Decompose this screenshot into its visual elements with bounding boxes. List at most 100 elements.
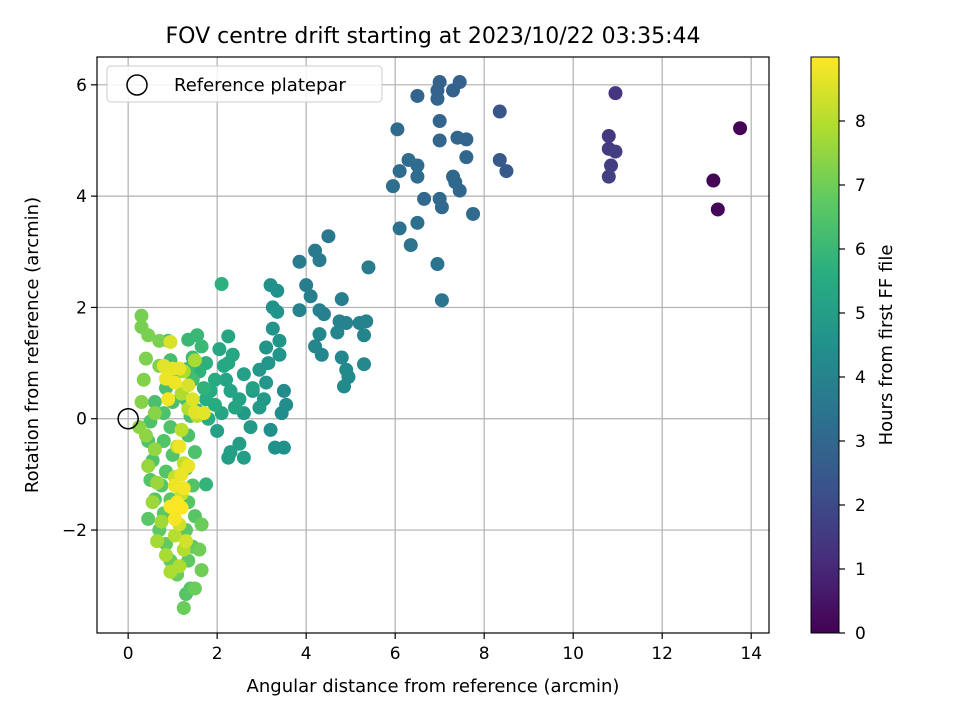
data-point [434, 200, 449, 215]
data-point [733, 121, 748, 136]
data-point [174, 500, 189, 515]
data-point [221, 329, 236, 344]
data-point [147, 406, 162, 421]
data-point [212, 342, 227, 357]
legend-entry: Reference platepar [174, 75, 346, 96]
data-point [403, 238, 418, 253]
data-point [492, 152, 507, 167]
data-point [138, 351, 153, 366]
data-point [141, 459, 156, 474]
data-point [158, 548, 173, 563]
data-point [221, 450, 236, 465]
data-point [147, 395, 162, 410]
data-point [710, 202, 725, 217]
grid-lines [97, 57, 769, 633]
data-point [236, 367, 251, 382]
data-point [357, 328, 372, 343]
data-point [410, 169, 425, 184]
data-point [432, 114, 447, 128]
data-point [174, 422, 189, 437]
data-point [219, 372, 234, 387]
legend: Reference platepar [106, 65, 383, 103]
data-point [174, 467, 189, 482]
data-point [410, 215, 425, 230]
data-point [196, 406, 211, 421]
x-axis-label: Angular distance from reference (arcmin) [247, 676, 620, 697]
data-point [459, 150, 474, 165]
x-tick-label: 10 [562, 644, 584, 664]
data-point [361, 260, 376, 275]
data-point [179, 534, 194, 549]
y-axis-label: Rotation from reference (arcmin) [22, 197, 43, 493]
data-point [199, 477, 214, 492]
x-tick-label: 2 [212, 644, 223, 664]
data-point [430, 91, 445, 106]
data-point [245, 381, 260, 396]
data-point [265, 321, 280, 336]
data-point [604, 158, 619, 173]
data-point [207, 372, 222, 387]
data-point [459, 132, 474, 147]
data-point [417, 191, 432, 206]
data-point [252, 400, 267, 415]
data-point [141, 328, 156, 343]
data-point [225, 347, 240, 362]
data-point [172, 361, 187, 376]
data-point [156, 434, 171, 448]
data-point [167, 528, 182, 543]
data-point [210, 423, 225, 438]
colorbar-tick-label: 0 [855, 624, 866, 644]
colorbar-tick-label: 3 [855, 432, 866, 452]
data-point [163, 499, 178, 514]
data-point [312, 253, 327, 268]
y-tick-label: 2 [76, 298, 87, 318]
chart-title: FOV centre drift starting at 2023/10/22 … [166, 24, 701, 49]
data-point [390, 122, 405, 137]
data-point [330, 325, 345, 340]
colorbar-tick-label: 4 [855, 368, 866, 388]
data-point [138, 428, 153, 443]
data-point [167, 375, 182, 390]
data-points [132, 75, 748, 615]
data-point [187, 353, 202, 368]
data-point [163, 334, 178, 349]
data-point [236, 450, 251, 465]
data-point [216, 358, 231, 373]
data-point [194, 517, 209, 532]
data-point [147, 442, 162, 457]
data-point [392, 164, 407, 179]
data-point [150, 475, 165, 490]
data-point [223, 383, 238, 398]
y-tick-label: 6 [76, 76, 87, 96]
data-point [176, 481, 191, 496]
data-point [176, 600, 191, 615]
data-point [154, 514, 169, 529]
data-point [316, 307, 331, 322]
data-point [276, 383, 291, 398]
legend-marker [126, 74, 148, 96]
data-point [270, 283, 285, 298]
data-point [192, 542, 207, 557]
data-point [134, 395, 149, 410]
y-tick-label: 0 [76, 410, 87, 430]
colorbar-tick-label: 8 [855, 112, 866, 132]
data-point [194, 563, 209, 578]
data-point [181, 332, 196, 347]
data-point [430, 257, 445, 272]
data-point [466, 206, 481, 221]
data-point [194, 339, 209, 354]
reference-platepar-marker [117, 407, 139, 430]
data-point [339, 362, 354, 377]
data-point [252, 362, 267, 377]
data-point [499, 164, 514, 179]
data-point [292, 303, 307, 318]
x-tick-label: 6 [390, 644, 401, 664]
x-tick-label: 14 [740, 644, 762, 664]
data-point [172, 439, 187, 454]
data-point [136, 372, 151, 387]
data-point [134, 308, 149, 323]
data-point [196, 381, 211, 396]
data-point [434, 293, 449, 308]
plot-frame [96, 56, 770, 634]
